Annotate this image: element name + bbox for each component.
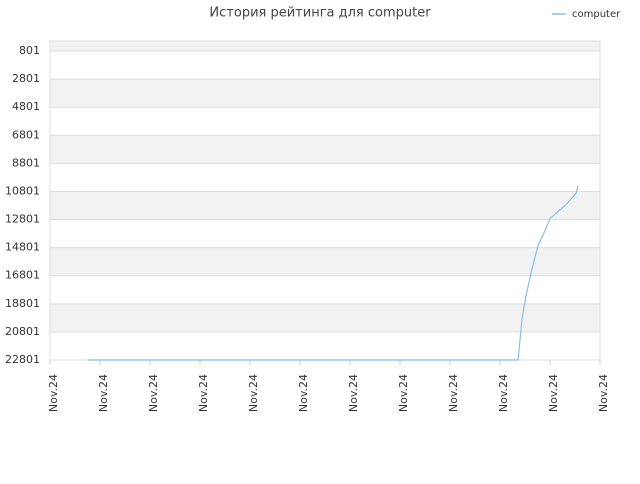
y-tick-label: 6801 [12,128,40,141]
y-tick-label: 18801 [5,297,40,310]
y-tick-label: 801 [19,44,40,57]
y-tick-label: 4801 [12,100,40,113]
y-tick-label: 10801 [5,184,40,197]
plot-band [50,275,600,304]
x-tick-label: Nov.24 [497,374,510,412]
data-line [88,185,579,361]
x-tick-label: Nov.24 [347,374,360,412]
plot-band [50,51,600,80]
x-tick-label: Nov.24 [397,374,410,412]
y-tick-label: 16801 [5,269,40,282]
plot-band [50,79,600,108]
x-tick-label: Nov.24 [147,374,160,412]
y-tick-label: 22801 [5,353,40,366]
plot-band [50,107,600,136]
plot-band [50,191,600,220]
x-tick-label: Nov.24 [547,374,560,412]
x-tick-label: Nov.24 [447,374,460,412]
x-tick-label: Nov.24 [247,374,260,412]
x-tick-label: Nov.24 [97,374,110,412]
plot-band [50,331,600,360]
y-tick-label: 20801 [5,325,40,338]
plot-band [50,135,600,164]
x-tick-label: Nov.24 [197,374,210,412]
y-tick-label: 2801 [12,72,40,85]
y-tick-label: 14801 [5,241,40,254]
plot-band [50,41,600,52]
x-tick-label: Nov.24 [297,374,310,412]
plot-band [50,219,600,248]
plot-band [50,303,600,332]
y-tick-label: 8801 [12,156,40,169]
legend-label: computer [572,9,621,20]
plot-band [50,247,600,276]
y-tick-label: 12801 [5,213,40,226]
x-tick-label: Nov.24 [47,374,60,412]
x-tick-label: Nov.24 [597,374,610,412]
chart-title: История рейтинга для computer [209,6,431,21]
plot-band [50,163,600,192]
